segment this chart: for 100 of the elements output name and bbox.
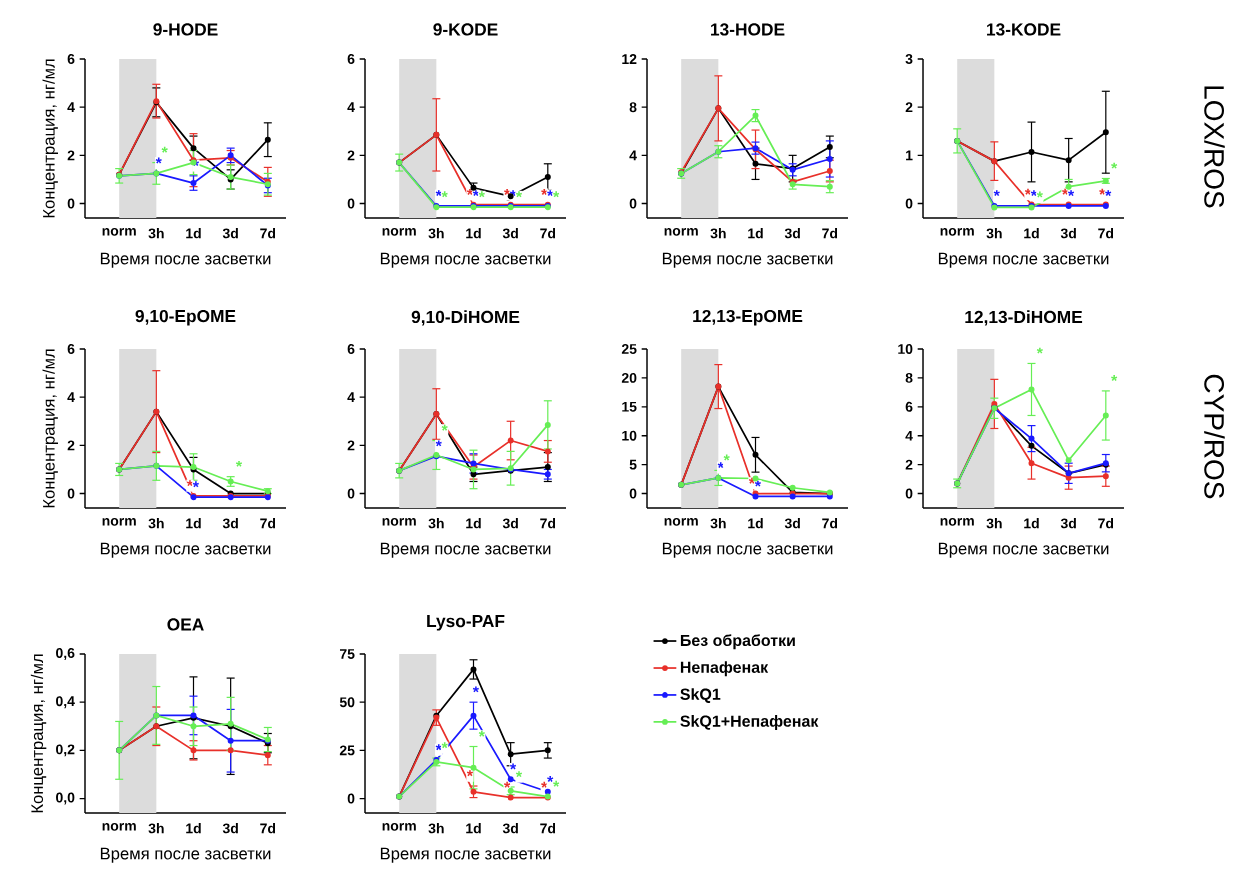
chart-title: 9,10-EpOME bbox=[135, 309, 236, 326]
data-label: * bbox=[466, 770, 474, 777]
x-tick-label: 3h bbox=[986, 228, 1002, 239]
x-axis-title: Время после засветки bbox=[380, 542, 551, 558]
y-tick-label: 8 bbox=[905, 372, 913, 383]
y-tick-label: 0 bbox=[67, 198, 75, 209]
x-tick-label: norm bbox=[382, 823, 416, 831]
x-axis-title: Время после засветки bbox=[938, 542, 1109, 558]
x-tick-label: 3h bbox=[986, 518, 1002, 529]
legend-label: Непафенак bbox=[680, 661, 769, 677]
x-tick-label: 7d bbox=[822, 518, 838, 529]
y-tick-label: 0 bbox=[629, 488, 637, 499]
data-label: * bbox=[1067, 190, 1075, 197]
data-label: * bbox=[993, 190, 1000, 197]
x-tick-label: 7d bbox=[540, 518, 556, 529]
x-axis-title: Время после засветки bbox=[100, 252, 271, 268]
x-tick-label: norm bbox=[102, 228, 136, 236]
data-label: * bbox=[509, 763, 517, 770]
data-label: * bbox=[1105, 190, 1112, 197]
y-tick-label: 6 bbox=[67, 54, 75, 64]
data-label: * bbox=[1111, 375, 1118, 382]
x-tick-label: 1d bbox=[748, 228, 763, 239]
x-tick-label: 3d bbox=[502, 228, 518, 239]
chart-title: 9,10-DiHOME bbox=[411, 310, 520, 326]
data-label: * bbox=[754, 480, 761, 487]
y-tick-label: 0 bbox=[347, 198, 355, 209]
data-label: * bbox=[155, 157, 162, 164]
x-tick-label: 3h bbox=[428, 823, 444, 834]
data-label: * bbox=[478, 730, 485, 737]
y-tick-label: 25 bbox=[339, 745, 355, 756]
x-tick-label: 1d bbox=[186, 823, 201, 834]
x-tick-label: 1d bbox=[1024, 518, 1039, 529]
y-tick-label: 6 bbox=[905, 401, 913, 412]
data-label: * bbox=[1036, 191, 1043, 198]
data-label: * bbox=[504, 188, 511, 195]
y-tick-label: 0,2 bbox=[56, 744, 75, 757]
text: LOX/ROS bbox=[1204, 86, 1225, 208]
y-tick-label: 2 bbox=[905, 102, 913, 113]
data-label: * bbox=[1030, 190, 1037, 197]
y-tick-label: 50 bbox=[339, 697, 355, 708]
data-label: * bbox=[466, 188, 474, 195]
x-tick-label: norm bbox=[382, 518, 416, 526]
data-label: * bbox=[1024, 188, 1032, 195]
data-label: * bbox=[515, 191, 523, 198]
x-tick-label: 1d bbox=[748, 518, 763, 529]
y-tick-label: 0 bbox=[347, 793, 355, 804]
data-label: * bbox=[541, 188, 548, 195]
data-label: * bbox=[478, 191, 485, 198]
x-tick-label: 3h bbox=[148, 518, 164, 529]
x-tick-label: 3h bbox=[710, 228, 726, 239]
data-label: * bbox=[553, 191, 560, 198]
data-label: * bbox=[1099, 188, 1106, 195]
data-label: * bbox=[723, 454, 730, 461]
data-label: * bbox=[1062, 188, 1069, 195]
x-tick-label: 1d bbox=[186, 228, 201, 239]
y-tick-label: 2 bbox=[347, 150, 355, 161]
y-axis-title: Концентрация, нг/мл bbox=[30, 654, 47, 813]
x-tick-label: 3d bbox=[222, 823, 238, 834]
x-axis-title: Время после засветки bbox=[100, 847, 271, 863]
y-tick-label: 0,4 bbox=[56, 696, 75, 709]
x-tick-label: 1d bbox=[466, 823, 481, 834]
data-label: * bbox=[541, 781, 548, 788]
x-tick-label: 3h bbox=[148, 228, 164, 239]
x-tick-label: norm bbox=[102, 518, 136, 526]
y-tick-label: 2 bbox=[67, 440, 75, 451]
y-tick-label: 2 bbox=[905, 459, 913, 470]
y-tick-label: 4 bbox=[347, 102, 355, 112]
y-tick-label: 6 bbox=[347, 54, 355, 64]
x-tick-label: 3d bbox=[502, 823, 518, 834]
x-tick-label: norm bbox=[382, 228, 416, 236]
x-tick-label: 7d bbox=[260, 228, 276, 239]
x-tick-label: 3h bbox=[428, 518, 444, 529]
y-tick-label: 4 bbox=[347, 392, 355, 402]
x-axis-title: Время после засветки bbox=[662, 252, 833, 268]
chart-title: 12,13-DiHOME bbox=[965, 310, 1083, 326]
x-axis-title: Время после засветки bbox=[938, 252, 1109, 268]
y-tick-label: 4 bbox=[67, 102, 75, 112]
chart-title: 9-KODE bbox=[433, 23, 498, 36]
y-tick-label: 4 bbox=[67, 392, 75, 402]
y-tick-label: 0,0 bbox=[56, 792, 75, 805]
x-tick-label: norm bbox=[940, 518, 974, 526]
x-tick-label: norm bbox=[102, 823, 136, 831]
x-tick-label: 3d bbox=[784, 228, 800, 239]
x-tick-label: 3d bbox=[502, 518, 518, 529]
x-tick-label: 7d bbox=[260, 823, 276, 834]
y-tick-label: 8 bbox=[629, 102, 637, 113]
chart-title: 9-HODE bbox=[153, 23, 218, 36]
legend-label: SkQ1 bbox=[680, 688, 721, 703]
y-tick-label: 2 bbox=[67, 150, 75, 161]
y-tick-label: 6 bbox=[347, 344, 355, 354]
chart-title: 13-HODE bbox=[711, 23, 785, 36]
x-tick-label: 7d bbox=[822, 228, 838, 239]
data-label: * bbox=[504, 781, 511, 788]
x-tick-label: 3d bbox=[222, 518, 238, 529]
y-tick-label: 4 bbox=[905, 430, 913, 441]
data-label: * bbox=[441, 191, 448, 198]
chart-title: 12,13-EpOME bbox=[693, 309, 803, 326]
x-tick-label: norm bbox=[664, 518, 698, 526]
legend-label: SkQ1+Непафенак bbox=[680, 715, 819, 730]
data-label: * bbox=[547, 190, 554, 197]
